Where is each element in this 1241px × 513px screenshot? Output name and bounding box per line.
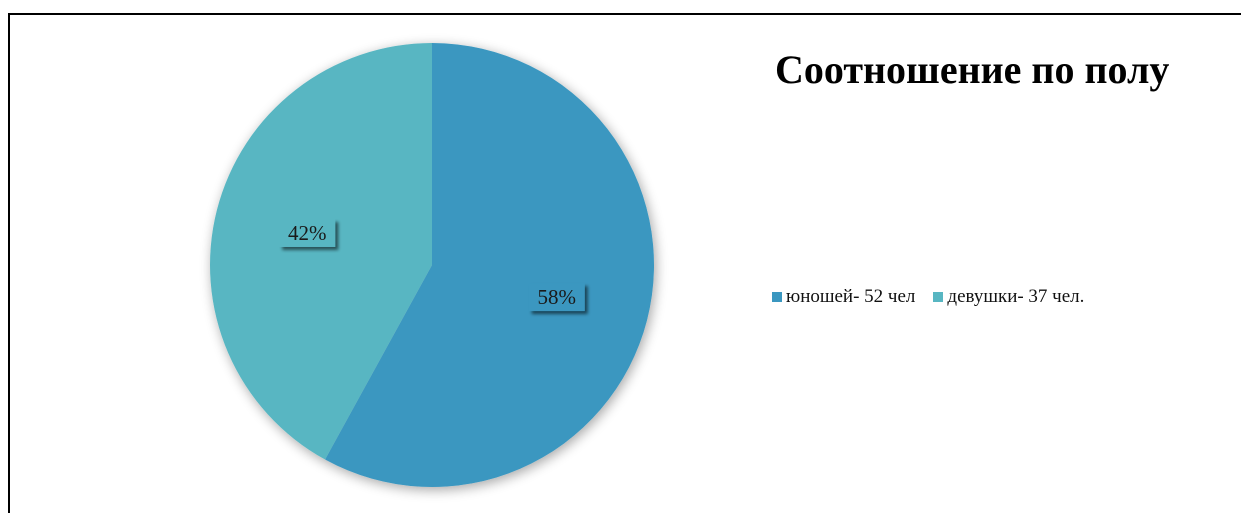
- chart-title: Соотношение по полу: [775, 47, 1170, 92]
- legend: юношей- 52 чел девушки- 37 чел.: [772, 286, 1102, 308]
- pie-slice-boys: [325, 43, 654, 487]
- data-label-text-girls: 42%: [288, 221, 327, 245]
- data-label-box-girls: [279, 218, 336, 247]
- data-label-girls: 42%: [279, 218, 336, 247]
- data-label-text-boys: 58%: [537, 285, 576, 309]
- data-label-box-boys: [528, 283, 585, 312]
- data-label-boys: 58%: [528, 283, 585, 312]
- legend-swatch-girls: [933, 292, 944, 302]
- pie-slice-girls: [210, 43, 432, 460]
- legend-label-boys: юношей- 52 чел: [786, 286, 916, 307]
- pie-data-labels: 58% 42%: [279, 218, 585, 312]
- pie-slices: [210, 43, 654, 487]
- legend-swatch-boys: [772, 292, 782, 302]
- legend-label-girls: девушки- 37 чел.: [947, 286, 1085, 307]
- legend-item-girls: девушки- 37 чел.: [933, 286, 1084, 308]
- legend-item-boys: юношей- 52 чел: [772, 286, 915, 308]
